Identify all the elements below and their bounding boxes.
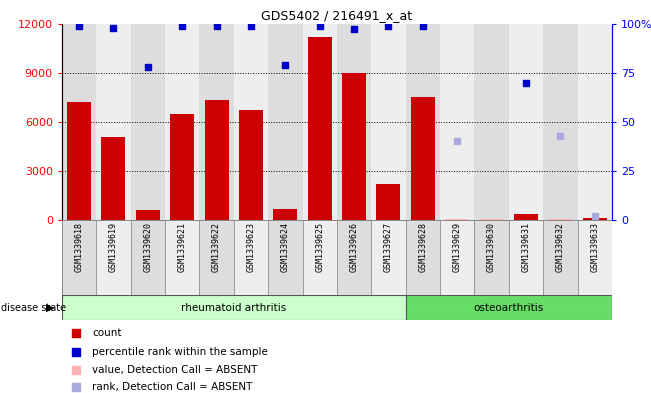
Bar (199, 220, 234, 297)
Bar (440, 220, 475, 297)
Point (70, 330, 81, 336)
Bar (337, 24, 371, 220)
Bar (62, 295, 406, 320)
Text: ▶: ▶ (46, 303, 54, 312)
Text: disease state: disease state (1, 303, 66, 312)
Text: GSM1339631: GSM1339631 (521, 222, 531, 272)
Bar (165, 220, 199, 297)
Bar (102, 136, 126, 220)
Bar (165, 24, 199, 220)
Text: rheumatoid arthritis: rheumatoid arthritis (181, 303, 286, 312)
Bar (376, 184, 400, 220)
Title: GDS5402 / 216491_x_at: GDS5402 / 216491_x_at (261, 9, 413, 22)
Bar (440, 24, 475, 220)
Point (555, 132, 566, 139)
Bar (475, 220, 509, 297)
Bar (371, 24, 406, 220)
Bar (577, 220, 612, 297)
Text: value, Detection Call = ABSENT: value, Detection Call = ABSENT (92, 365, 258, 375)
Text: GSM1339632: GSM1339632 (556, 222, 565, 272)
Bar (337, 220, 371, 297)
Text: GSM1339633: GSM1339633 (590, 222, 600, 272)
Point (383, 22, 394, 29)
Point (70, 349, 81, 355)
Bar (475, 24, 509, 220)
Bar (204, 100, 229, 220)
Text: osteoarthritis: osteoarthritis (474, 303, 544, 312)
Bar (411, 97, 435, 220)
Bar (509, 220, 543, 297)
Point (70, 384, 81, 390)
Bar (62, 24, 96, 220)
Bar (62, 220, 96, 297)
Bar (445, 219, 469, 220)
Bar (371, 220, 406, 297)
Text: GSM1339628: GSM1339628 (419, 222, 427, 272)
Bar (543, 24, 577, 220)
Text: GSM1339625: GSM1339625 (315, 222, 324, 272)
Bar (268, 220, 303, 297)
Bar (67, 102, 91, 220)
Bar (131, 220, 165, 297)
Bar (273, 209, 298, 220)
Bar (96, 24, 131, 220)
Text: GSM1339618: GSM1339618 (74, 222, 83, 272)
Bar (577, 24, 612, 220)
Text: GSM1339626: GSM1339626 (350, 222, 359, 272)
Bar (406, 295, 612, 320)
Bar (480, 219, 504, 220)
Point (418, 22, 428, 29)
Point (349, 26, 359, 33)
Bar (303, 24, 337, 220)
Point (177, 22, 187, 29)
Text: GSM1339621: GSM1339621 (178, 222, 187, 272)
Bar (170, 114, 194, 220)
Point (212, 22, 222, 29)
Point (70, 367, 81, 373)
Point (245, 22, 256, 29)
Bar (199, 24, 234, 220)
Bar (268, 24, 303, 220)
Text: GSM1339619: GSM1339619 (109, 222, 118, 272)
Text: GSM1339624: GSM1339624 (281, 222, 290, 272)
Point (74, 22, 84, 29)
Bar (96, 220, 131, 297)
Text: GSM1339627: GSM1339627 (384, 222, 393, 272)
Point (521, 79, 531, 86)
Point (280, 62, 290, 68)
Bar (303, 220, 337, 297)
Text: percentile rank within the sample: percentile rank within the sample (92, 347, 268, 356)
Bar (239, 110, 263, 220)
Bar (543, 220, 577, 297)
Bar (308, 37, 332, 220)
Point (108, 24, 118, 31)
Bar (548, 219, 572, 220)
Text: GSM1339630: GSM1339630 (487, 222, 496, 272)
Point (452, 138, 462, 145)
Point (314, 22, 325, 29)
Bar (342, 73, 366, 220)
Bar (136, 210, 160, 220)
Bar (131, 24, 165, 220)
Text: rank, Detection Call = ABSENT: rank, Detection Call = ABSENT (92, 382, 253, 392)
Bar (234, 220, 268, 297)
Point (590, 213, 600, 219)
Text: GSM1339620: GSM1339620 (143, 222, 152, 272)
Bar (509, 24, 543, 220)
Text: GSM1339629: GSM1339629 (452, 222, 462, 272)
Bar (234, 24, 268, 220)
Bar (583, 219, 607, 220)
Bar (406, 24, 440, 220)
Point (143, 64, 153, 70)
Bar (406, 220, 440, 297)
Text: GSM1339622: GSM1339622 (212, 222, 221, 272)
Text: count: count (92, 329, 122, 338)
Bar (514, 213, 538, 220)
Text: GSM1339623: GSM1339623 (247, 222, 255, 272)
